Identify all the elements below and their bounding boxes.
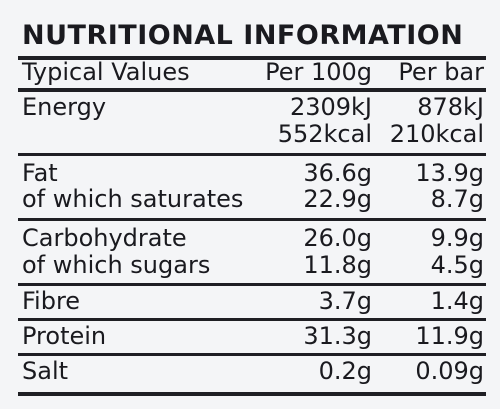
row-per-bar: 1.4g (430, 287, 484, 315)
row-per-bar: 8.7g (430, 185, 484, 213)
row-label: Carbohydrate (22, 224, 187, 252)
row-label: of which saturates (22, 185, 244, 213)
row-per-100g: 2309kJ (289, 93, 372, 121)
divider (18, 392, 486, 396)
row-per-bar: 210kcal (389, 120, 484, 148)
divider (18, 283, 486, 286)
row-per-100g: 0.2g (318, 357, 372, 385)
row-per-100g: 31.3g (303, 322, 372, 350)
row-label: Protein (22, 322, 107, 350)
header-per-bar: Per bar (398, 58, 484, 86)
divider (18, 153, 486, 156)
row-per-bar: 11.9g (415, 322, 484, 350)
row-per-100g: 3.7g (318, 287, 372, 315)
row-per-100g: 26.0g (303, 224, 372, 252)
header-per-100g: Per 100g (265, 58, 372, 86)
divider (18, 56, 486, 60)
label-title: NUTRITIONAL INFORMATION (22, 20, 464, 51)
divider (18, 318, 486, 321)
row-per-bar: 13.9g (415, 159, 484, 187)
divider (18, 353, 486, 356)
table-header: Typical Values Per 100g Per bar (22, 58, 484, 88)
row-per-100g: 22.9g (303, 185, 372, 213)
row-label: of which sugars (22, 251, 211, 279)
row-per-100g: 36.6g (303, 159, 372, 187)
row-label: Salt (22, 357, 69, 385)
row-per-100g: 552kcal (277, 120, 372, 148)
row-label: Energy (22, 93, 107, 121)
divider (18, 88, 486, 92)
divider (18, 218, 486, 221)
row-per-bar: 0.09g (415, 357, 484, 385)
row-label: Fibre (22, 287, 81, 315)
row-per-100g: 11.8g (303, 251, 372, 279)
row-per-bar: 9.9g (430, 224, 484, 252)
row-label: Fat (22, 159, 58, 187)
row-per-bar: 878kJ (417, 93, 484, 121)
row-per-bar: 4.5g (430, 251, 484, 279)
header-typical-values: Typical Values (22, 58, 190, 86)
